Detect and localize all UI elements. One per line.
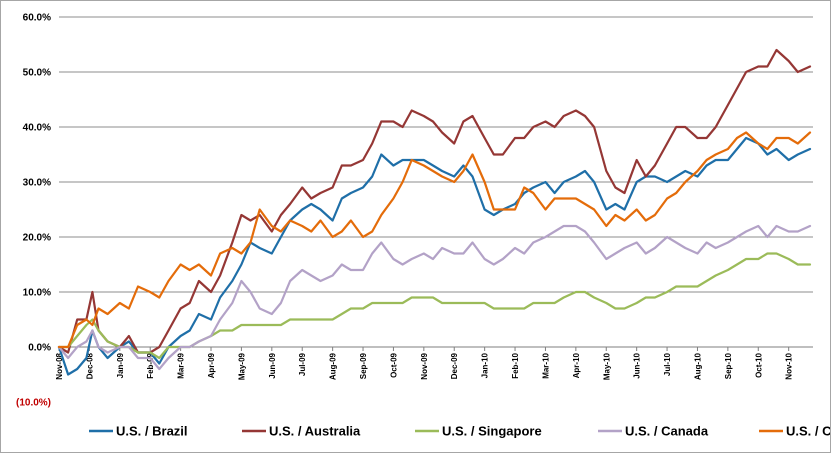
series-line-5	[57, 131, 812, 349]
y-tick-label: (10.0%)	[16, 398, 51, 409]
y-tick-label: 0.0%	[28, 343, 51, 354]
y-axis-ticks: 60.0% 50.0% 40.0% 30.0% 20.0% 10.0% 0.0% (10.0%…	[16, 13, 51, 409]
x-tick-label: Jan-10	[481, 352, 490, 378]
x-tick-label: Mar-10	[541, 352, 550, 378]
x-tick-label: Dec-09	[450, 352, 459, 379]
x-tick-label: Jan-09	[116, 352, 125, 378]
legend-label: U.S. / Chile	[786, 424, 830, 439]
x-tick-label: Sep-09	[359, 352, 368, 379]
x-tick-label: Feb-10	[511, 352, 520, 378]
legend-label: U.S. / Singapore	[442, 424, 542, 439]
x-tick-label: Aug-09	[329, 352, 338, 380]
legend-label: U.S. / Brazil	[116, 424, 188, 439]
y-tick-label: 40.0%	[23, 123, 51, 134]
x-tick-label: Oct-09	[389, 352, 398, 377]
x-tick-label: Apr-10	[572, 352, 581, 378]
series-lines	[57, 48, 812, 376]
x-tick-label: Nov-10	[785, 352, 794, 379]
x-tick-label: Nov-08	[55, 352, 64, 379]
legend: U.S. / Brazil U.S. / Australia U.S. / Sing…	[89, 424, 830, 439]
x-tick-label: Jun-09	[268, 352, 277, 378]
x-tick-label: Jul-09	[298, 352, 307, 376]
x-tick-label: Aug-10	[693, 352, 702, 380]
grid-lines	[59, 16, 813, 348]
x-tick-label: Nov-09	[420, 352, 429, 379]
y-tick-label: 30.0%	[23, 178, 51, 189]
x-tick-label: Feb-09	[146, 352, 155, 378]
x-tick-label: Sep-10	[724, 352, 733, 379]
x-tick-label: Dec-08	[85, 352, 94, 379]
y-tick-label: 10.0%	[23, 288, 51, 299]
series-line-4	[57, 224, 812, 371]
legend-label: U.S. / Australia	[269, 424, 361, 439]
x-tick-label: Oct-10	[754, 352, 763, 377]
legend-label: U.S. / Canada	[625, 424, 709, 439]
x-tick-label: Jul-10	[663, 352, 672, 376]
series-line-2	[57, 48, 812, 354]
y-tick-label: 60.0%	[23, 13, 51, 24]
x-axis-ticks: Nov-08 Dec-08 Jan-09 Feb-09 Mar-09 Apr-09 May-…	[55, 347, 794, 380]
x-tick-label: May-09	[237, 352, 246, 380]
series-line-3	[57, 252, 812, 360]
x-tick-label: May-10	[602, 352, 611, 380]
y-tick-label: 20.0%	[23, 233, 51, 244]
x-tick-label: Mar-09	[177, 352, 186, 378]
x-tick-label: Apr-09	[207, 352, 216, 378]
series-line-1	[57, 136, 812, 376]
y-tick-label: 50.0%	[23, 68, 51, 79]
x-tick-label: Jun-10	[633, 352, 642, 378]
